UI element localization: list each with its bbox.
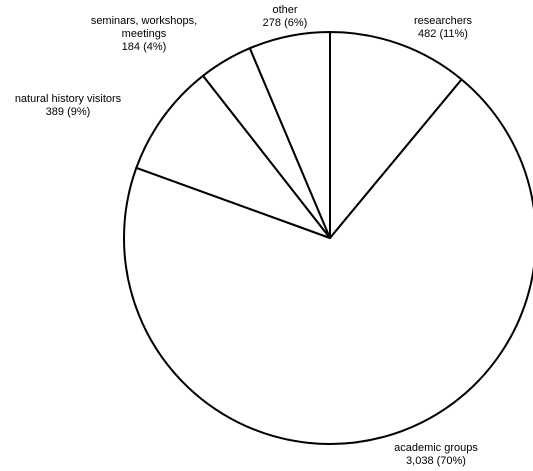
slice-value-label: 278 (6%)	[263, 17, 308, 29]
slice-label-researchers: researchers 482 (11%)	[414, 15, 473, 40]
slice-category-label: natural history visitors	[15, 93, 122, 105]
slice-category-label: academic groups	[394, 442, 478, 454]
slice-label-academic-groups: academic groups 3,038 (70%)	[394, 442, 478, 467]
slice-category-label: seminars, workshops,	[91, 15, 197, 27]
pie-labels: researchers 482 (11%) academic groups 3,038…	[15, 4, 479, 467]
slice-value-label: 482 (11%)	[418, 28, 468, 40]
pie-slice-natural-history-visitors	[135, 74, 331, 239]
pie-slices	[122, 31, 533, 445]
slice-category-label: meetings	[122, 28, 167, 40]
slice-value-label: 184 (4%)	[122, 41, 167, 53]
slice-category-label: other	[272, 4, 297, 16]
pie-slice-other	[248, 31, 331, 239]
slice-label-natural-history-visitors: natural history visitors 389 (9%)	[15, 93, 122, 118]
slice-label-other: other 278 (6%)	[263, 4, 308, 29]
slice-value-label: 3,038 (70%)	[406, 455, 466, 467]
slice-label-seminars-workshops-meetings: seminars, workshops, meetings 184 (4%)	[91, 15, 197, 53]
pie-slice-academic-groups	[122, 78, 533, 445]
slice-category-label: researchers	[414, 15, 473, 27]
pie-slice-researchers	[329, 31, 463, 239]
slice-value-label: 389 (9%)	[46, 106, 91, 118]
